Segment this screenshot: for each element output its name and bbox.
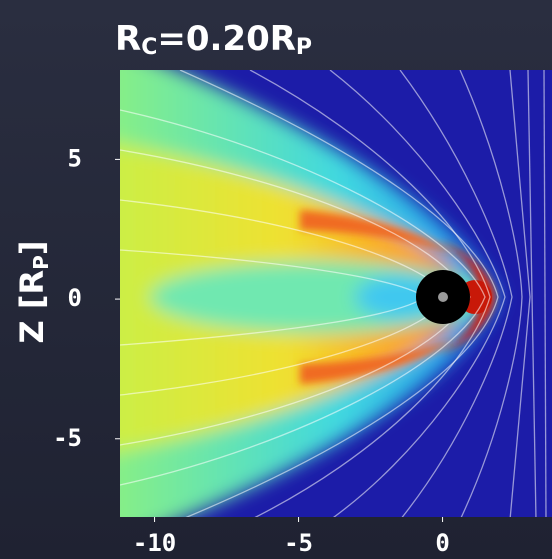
field-nose: [440, 240, 495, 355]
title-subscript: C: [141, 35, 157, 60]
y-label-part: ]: [13, 241, 51, 256]
y-axis-label: Z [RP]: [13, 241, 53, 344]
y-label-subscript: P: [29, 255, 53, 270]
y-tick-label: 5: [68, 144, 82, 172]
title-part: R: [115, 19, 141, 59]
planet-center: [438, 292, 448, 302]
title-part: =0.20R: [157, 19, 296, 59]
y-tick-label: 0: [68, 284, 82, 312]
field-lower-band: [300, 339, 455, 384]
x-tick-label: 0: [435, 529, 449, 557]
field-map: [120, 70, 552, 517]
x-tick-label: -10: [133, 529, 176, 557]
title-subscript: P: [296, 35, 312, 60]
y-tick-label: -5: [53, 424, 82, 452]
field-upper-band: [300, 210, 455, 255]
y-label-part: Z [R: [13, 270, 51, 344]
x-tick-label: -5: [284, 529, 313, 557]
chart-title: RC=0.20RP: [115, 19, 312, 61]
